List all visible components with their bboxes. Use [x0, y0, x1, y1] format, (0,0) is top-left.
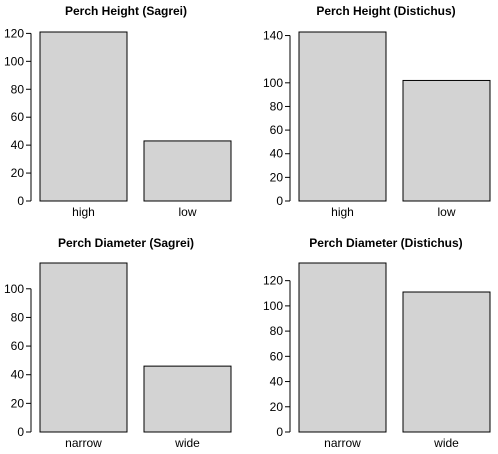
x-tick-label: narrow [65, 436, 102, 450]
bar-low [402, 79, 491, 202]
bar-low [143, 140, 232, 202]
y-tick-label: 0 [17, 425, 24, 439]
y-tick-label: 100 [4, 54, 24, 68]
chart-title: Perch Diameter (Distichus) [309, 236, 462, 250]
y-tick-label: 80 [270, 324, 284, 338]
chart-panel-4: Perch Diameter (Distichus) narrow wide 0 20 4… [263, 236, 491, 450]
y-tick-label: 0 [276, 425, 283, 439]
y-tick-label: 120 [4, 26, 24, 40]
y-tick-label: 80 [270, 99, 284, 113]
chart-panel-3: Perch Diameter (Sagrei) narrow wide 0 20 40 60… [4, 236, 232, 450]
x-tick-label: low [437, 205, 455, 219]
y-tick-label: 40 [11, 368, 25, 382]
x-tick-label: wide [433, 436, 459, 450]
y-tick-label: 140 [263, 29, 283, 43]
y-tick-label: 40 [270, 375, 284, 389]
bar-high [298, 31, 387, 202]
y-tick-label: 40 [270, 147, 284, 161]
bar-wide [402, 291, 491, 433]
chart-title: Perch Diameter (Sagrei) [58, 236, 194, 250]
y-tick-label: 20 [11, 166, 25, 180]
x-tick-label: high [331, 205, 354, 219]
y-tick-label: 40 [11, 138, 25, 152]
y-tick-label: 0 [276, 194, 283, 208]
y-tick-label: 60 [270, 349, 284, 363]
y-tick-label: 100 [263, 76, 283, 90]
bar-narrow [298, 262, 387, 433]
y-tick-label: 0 [17, 194, 24, 208]
x-tick-label: high [72, 205, 95, 219]
x-tick-label: low [178, 205, 196, 219]
y-tick-label: 20 [270, 400, 284, 414]
y-tick-label: 60 [11, 339, 25, 353]
x-tick-label: narrow [324, 436, 361, 450]
y-tick-label: 100 [4, 282, 24, 296]
chart-title: Perch Height (Sagrei) [65, 4, 187, 18]
y-tick-label: 80 [11, 82, 25, 96]
y-tick-label: 60 [270, 123, 284, 137]
y-tick-label: 20 [270, 170, 284, 184]
y-tick-label: 60 [11, 110, 25, 124]
bar-narrow [39, 262, 128, 433]
y-tick-label: 100 [263, 299, 283, 313]
bar-wide [143, 365, 232, 433]
y-tick-label: 120 [263, 274, 283, 288]
y-tick-label: 20 [11, 396, 25, 410]
y-tick-label: 80 [11, 310, 25, 324]
x-tick-label: wide [174, 436, 200, 450]
chart-title: Perch Height (Distichus) [316, 4, 455, 18]
bar-high [39, 31, 128, 202]
chart-panel-2: Perch Height (Distichus) high low 0 20 40 60 80… [263, 4, 491, 219]
chart-panel-1: Perch Height (Sagrei) high low 0 20 40 60 80 100… [4, 4, 232, 219]
